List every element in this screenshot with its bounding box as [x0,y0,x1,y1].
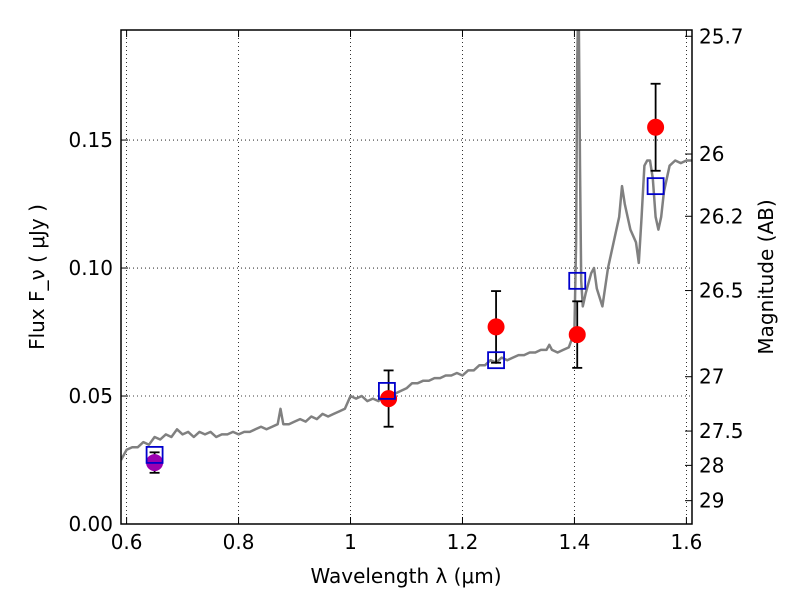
x-tick-label: 0.8 [223,530,255,554]
right-tick-label: 26.5 [699,279,744,303]
right-tick-label: 27 [699,365,724,389]
model-point [145,445,164,464]
y-tick-label: 0.15 [68,128,113,152]
right-tick-label: 27.5 [699,419,744,443]
tick-labels: 0.6 0.8 1 1.2 1.4 1.6 0.00 0.05 0.10 0.15 25.7 26 26… [68,24,743,554]
model-points [145,177,665,464]
spectrum-series [121,30,692,461]
model-point [487,351,505,370]
x-tick-label: 0.6 [111,530,143,554]
y-tick-label: 0.10 [68,256,113,280]
y-axis-label-right: Magnitude (AB) [754,199,778,354]
right-tick-label: 29 [699,489,724,513]
right-tick-label: 26 [699,142,724,166]
x-tick-label: 1 [344,530,357,554]
x-axis-label: Wavelength λ (μm) [310,564,501,588]
observed-points [146,118,665,472]
x-tick-label: 1.6 [670,530,702,554]
x-tick-label: 1.2 [447,530,479,554]
model-point [568,271,587,290]
observed-point [568,326,586,344]
model-point [646,177,665,196]
y-axis-label-left: Flux F_ν ( μJy ) [25,204,49,350]
model-point [378,382,396,400]
plot-frame [120,29,693,525]
y-tick-label: 0.00 [68,512,113,536]
right-tick-label: 25.7 [699,24,744,48]
observed-point [487,318,505,336]
axis-ticks [121,30,692,525]
y-tick-label: 0.05 [68,384,113,408]
x-tick-label: 1.4 [559,530,591,554]
right-tick-label: 26.2 [699,204,744,228]
right-tick-label: 28 [699,453,724,477]
observed-point [647,118,665,136]
spectrum-line [121,30,692,461]
